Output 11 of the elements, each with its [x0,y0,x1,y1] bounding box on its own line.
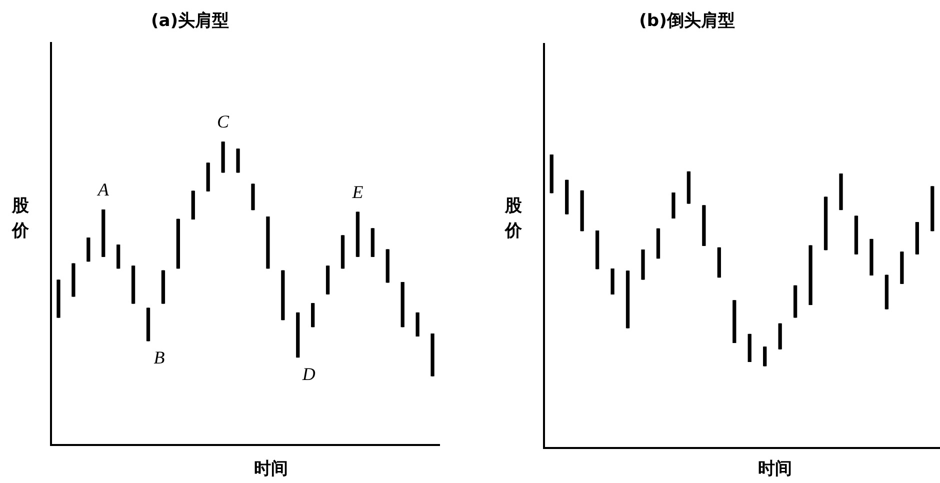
y-axis-title: 股价 [12,195,30,243]
annotation: E [351,182,364,202]
annotation: D [301,364,316,384]
chart-title: (b)倒头肩型 [639,11,735,31]
x-axis-title: 时间 [254,459,288,479]
text: C [217,112,230,132]
x-axis-title: 时间 [758,459,792,479]
annotation: B [154,348,165,368]
chart-title: (a)头肩型 [150,11,230,31]
annotation: A [96,180,110,200]
y-axis-title: 股价 [505,195,523,243]
